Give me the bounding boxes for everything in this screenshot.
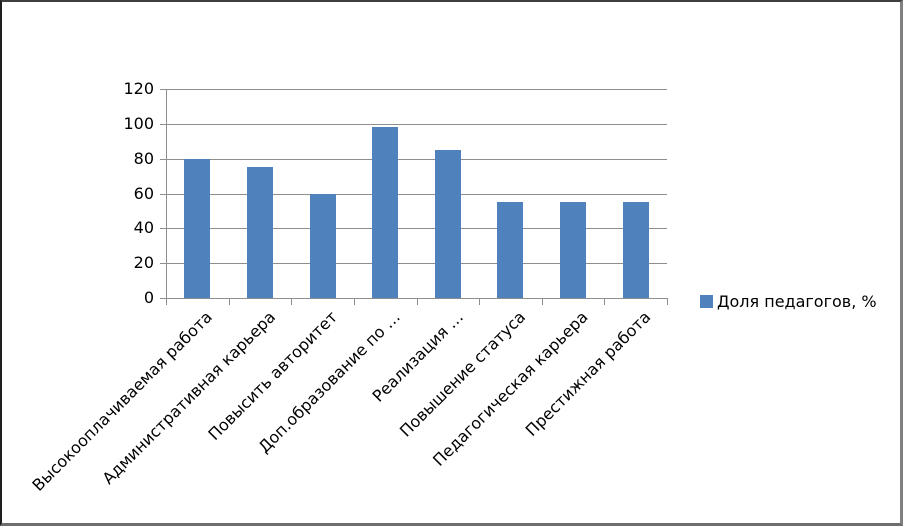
y-tick-label-120: 120	[123, 79, 154, 98]
y-tick-mark-120	[160, 89, 166, 90]
y-tick-mark-100	[160, 123, 166, 125]
y-tick-mark-60	[160, 193, 166, 195]
y-tick-label-40: 40	[133, 218, 154, 238]
gridline-y-80	[166, 158, 667, 160]
x-tick-mark-4	[416, 299, 418, 305]
y-tick-mark-80	[160, 158, 166, 160]
y-tick-mark-0	[160, 298, 166, 299]
bar-6	[560, 202, 587, 298]
legend-swatch	[700, 295, 713, 308]
x-tick-mark-5	[479, 299, 481, 305]
bar-4	[434, 149, 461, 298]
y-axis-line	[166, 89, 167, 298]
y-tick-label-20: 20	[133, 253, 154, 273]
y-tick-label-80: 80	[133, 148, 154, 168]
x-tick-mark-0	[166, 299, 167, 305]
x-tick-mark-3	[353, 299, 355, 305]
y-tick-label-100: 100	[123, 113, 154, 133]
x-axis-line	[166, 298, 668, 299]
bar-7	[622, 202, 649, 298]
bar-5	[497, 202, 524, 298]
bar-2	[309, 193, 336, 298]
gridline-y-60	[166, 193, 667, 195]
x-tick-mark-2	[291, 299, 293, 305]
gridline-y-120	[166, 89, 667, 90]
x-tick-mark-6	[541, 299, 543, 305]
legend: Доля педагогов, %	[700, 292, 877, 311]
y-tick-label-60: 60	[133, 183, 154, 203]
category-label-7: Престижная работа	[521, 307, 655, 441]
x-tick-mark-1	[228, 299, 230, 305]
y-tick-mark-20	[160, 263, 166, 265]
legend-label: Доля педагогов, %	[717, 292, 877, 311]
x-tick-mark-8	[667, 299, 668, 305]
gridline-y-40	[166, 228, 667, 230]
bar-1	[246, 167, 273, 298]
x-tick-mark-7	[604, 299, 606, 305]
gridline-y-20	[166, 263, 667, 265]
y-tick-mark-40	[160, 228, 166, 230]
bar-0	[184, 158, 211, 298]
y-tick-label-0: 0	[143, 288, 154, 307]
bar-3	[372, 127, 399, 298]
gridline-y-100	[166, 123, 667, 125]
